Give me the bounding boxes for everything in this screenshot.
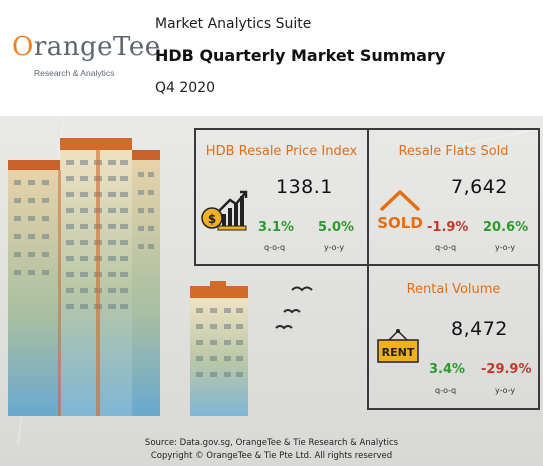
rental-volume-qoq: 3.4%: [429, 362, 466, 377]
rent-sign-icon: RENT: [377, 329, 419, 363]
period-label: Q4 2020: [155, 80, 216, 96]
logo-wordmark: OrangeTee: [12, 32, 161, 62]
flats-sold-value: 7,642: [451, 176, 508, 198]
sold-house-icon: SOLD: [377, 190, 423, 232]
orangetee-logo: OrangeTee Research & Analytics: [12, 32, 160, 84]
flats-sold-qoq: -1.9%: [427, 220, 469, 235]
rental-volume-qoq-label: q-o-q: [435, 386, 457, 395]
price-index-title: HDB Resale Price Index: [205, 144, 358, 159]
flats-sold-yoy: 20.6%: [483, 220, 529, 235]
price-index-qoq-label: q-o-q: [264, 243, 286, 252]
flats-sold-title: Resale Flats Sold: [398, 144, 509, 159]
svg-text:SOLD: SOLD: [377, 214, 423, 232]
rental-volume-yoy: -29.9%: [481, 362, 532, 377]
flats-sold-qoq-label: q-o-q: [435, 243, 457, 252]
flats-sold-panel: Resale Flats Sold 7,642 SOLD -1.9% 20.6%…: [367, 128, 540, 266]
rental-volume-panel: Rental Volume 8,472 RENT 3.4% -29.9% q-o…: [367, 264, 540, 410]
suite-name: Market Analytics Suite: [155, 16, 312, 32]
logo-tagline: Research & Analytics: [34, 68, 115, 78]
copyright-note: Copyright © OrangeTee & Tie Pte Ltd. All…: [150, 451, 393, 461]
price-index-panel: HDB Resale Price Index 138.1 $ 3.1% 5.0%…: [194, 128, 369, 266]
page-title: HDB Quarterly Market Summary: [155, 46, 446, 65]
price-index-yoy: 5.0%: [318, 220, 355, 235]
rental-volume-title: Rental Volume: [406, 282, 501, 297]
rental-volume-yoy-label: y-o-y: [495, 386, 516, 395]
price-index-value: 138.1: [276, 176, 333, 198]
flats-sold-yoy-label: y-o-y: [495, 243, 516, 252]
source-note: Source: Data.gov.sg, OrangeTee & Tie Res…: [144, 438, 399, 448]
header: OrangeTee Research & Analytics Market An…: [0, 0, 543, 116]
money-growth-icon: $: [201, 190, 248, 231]
svg-text:RENT: RENT: [382, 346, 415, 359]
hdb-buildings-illustration: [8, 138, 248, 416]
price-index-yoy-label: y-o-y: [324, 243, 345, 252]
rental-volume-value: 8,472: [451, 318, 508, 340]
birds-icon: [275, 286, 313, 330]
svg-text:$: $: [208, 212, 216, 226]
price-index-qoq: 3.1%: [258, 220, 295, 235]
